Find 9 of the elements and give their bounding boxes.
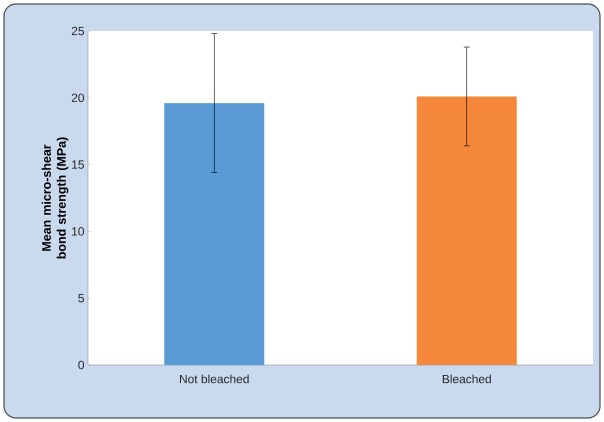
y-tick-label: 15 xyxy=(72,160,84,169)
y-tick-label: 5 xyxy=(78,294,84,302)
y-tick-label: 10 xyxy=(72,227,84,236)
y-tick-label: 25 xyxy=(72,26,84,36)
x-tick-label: Not bleached xyxy=(180,374,249,384)
y-axis-title: Mean micro-shear bond strength (MPa) xyxy=(42,137,68,258)
x-tick-label: Bleached xyxy=(442,374,491,384)
y-tick-label: 0 xyxy=(78,360,84,370)
y-tick-label: 20 xyxy=(72,94,84,102)
